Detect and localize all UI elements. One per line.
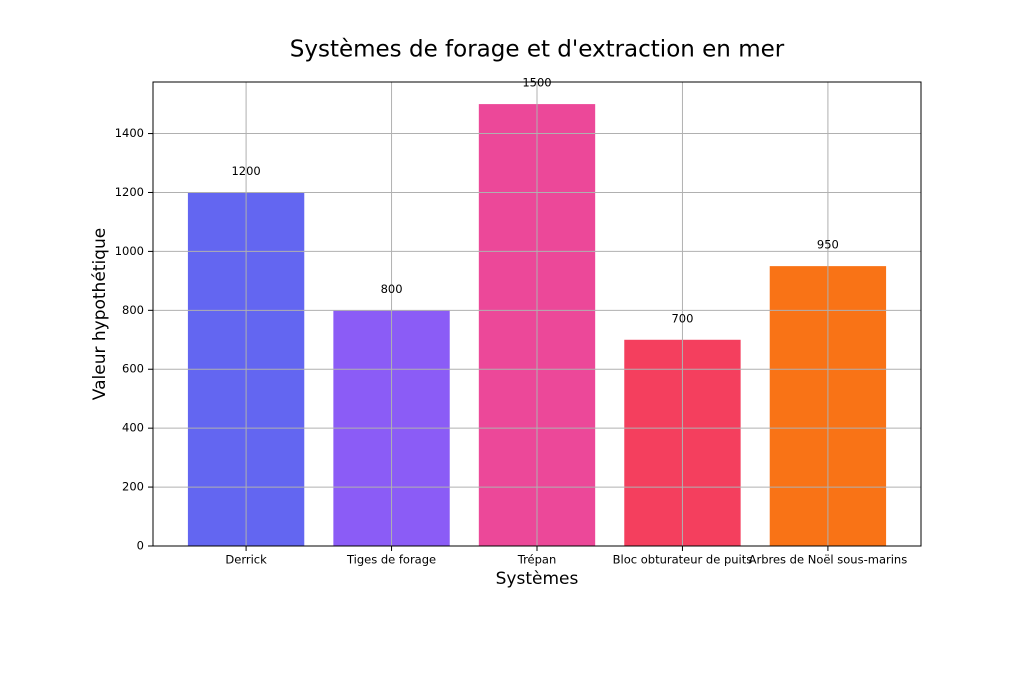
x-tick-label: Derrick — [225, 553, 267, 567]
x-axis-label: Systèmes — [496, 569, 579, 589]
value-label: 700 — [671, 311, 693, 325]
x-tick-label: Arbres de Noël sous-marins — [749, 553, 908, 567]
y-tick-label: 1000 — [115, 244, 144, 258]
x-tick-label: Bloc obturateur de puits — [613, 553, 753, 567]
y-tick-label: 1200 — [115, 185, 144, 199]
y-tick-label: 0 — [137, 539, 144, 553]
x-tick-label: Tiges de forage — [346, 553, 436, 567]
y-tick-label: 1400 — [115, 126, 144, 140]
y-axis-label: Valeur hypothétique — [90, 228, 110, 400]
chart-title: Systèmes de forage et d'extraction en me… — [290, 37, 785, 63]
y-tick-label: 800 — [122, 303, 144, 317]
value-label: 1500 — [522, 76, 551, 90]
value-label: 950 — [817, 238, 839, 252]
value-label: 1200 — [231, 164, 260, 178]
y-tick-label: 400 — [122, 421, 144, 435]
y-tick-label: 200 — [122, 480, 144, 494]
value-label: 800 — [381, 282, 403, 296]
y-tick-label: 600 — [122, 362, 144, 376]
plot-frame — [152, 81, 922, 547]
x-tick-label: Trépan — [517, 553, 557, 567]
